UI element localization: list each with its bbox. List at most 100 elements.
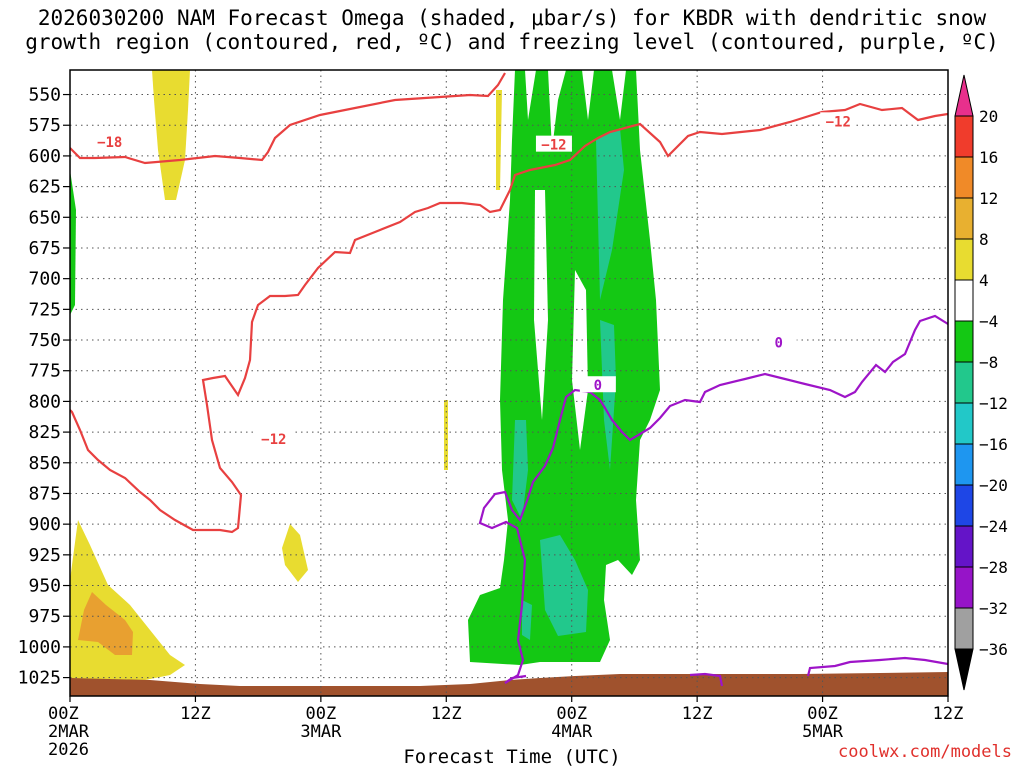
contour-label-bg: [91, 133, 128, 150]
y-tick-label: 625: [28, 177, 61, 198]
colorbar-label: 16: [979, 148, 998, 167]
omega-green-left-edge: [70, 170, 76, 315]
contour-label-bg: [579, 376, 616, 393]
x-tick-label: 12Z: [933, 704, 964, 724]
y-tick-label: 550: [28, 85, 61, 106]
x-tick-label: 12Z: [431, 704, 462, 724]
terrain-below-ground: [70, 672, 948, 696]
plot-frame: [69, 69, 949, 697]
x-tick-label: 00Z: [556, 704, 587, 724]
contour-freezing-level-0-lower: [689, 656, 948, 687]
colorbar-swatch: [954, 607, 974, 650]
x-tick-label: 5MAR: [802, 722, 844, 742]
title-line-1: 2026030200 NAM Forecast Omega (shaded, μ…: [37, 6, 987, 30]
omega-yellow-streak-12z: [444, 400, 448, 470]
colorbar-swatch: [954, 443, 974, 486]
contour-minus12-upper: [70, 102, 948, 534]
colorbar-swatch: [954, 156, 974, 199]
contour-minus18-line: [70, 72, 506, 165]
chart-title: 2026030200 NAM Forecast Omega (shaded, μ…: [0, 6, 1024, 54]
x-tick-label: 12Z: [180, 704, 211, 724]
x-tick-label: 00Z: [48, 704, 79, 724]
contour-label-bg: [760, 333, 797, 350]
x-tick-label: 3MAR: [300, 722, 342, 742]
y-tick-label: 575: [28, 115, 61, 136]
colorbar-swatch: [954, 484, 974, 527]
colorbar-swatch: [954, 238, 974, 281]
x-tick-label: 2MAR: [48, 722, 90, 742]
y-tick-label: 950: [28, 576, 61, 597]
colorbar-label: 20: [979, 107, 998, 126]
colorbar-label: −36: [979, 640, 1008, 659]
y-tick-label: 800: [28, 391, 61, 412]
colorbar-swatch: [954, 115, 974, 158]
colorbar-swatch: [954, 361, 974, 404]
omega-orange-region: [78, 592, 133, 655]
colorbar-swatch: [954, 525, 974, 568]
y-tick-label: 850: [28, 453, 61, 474]
y-tick-label: 825: [28, 422, 61, 443]
y-tick-label: 700: [28, 269, 61, 290]
contour-label: 0: [774, 335, 782, 351]
contour-label: −12: [826, 114, 851, 130]
omega-teal-core-4: [600, 320, 616, 470]
x-tick-label: 00Z: [305, 704, 336, 724]
omega-white-gap-2: [572, 270, 588, 450]
y-tick-label: 1025: [18, 668, 61, 689]
y-tick-label: 1000: [18, 637, 61, 658]
contours: [70, 72, 948, 687]
y-tick-label: 925: [28, 545, 61, 566]
colorbar-bottom-arrow: [954, 648, 974, 691]
contour-label: −12: [261, 432, 286, 448]
colorbar-label: −4: [979, 312, 998, 331]
contour-freezing-level-0: [478, 314, 948, 684]
colorbar-top-arrow: [954, 74, 974, 117]
x-axis-title: Forecast Time (UTC): [403, 746, 621, 768]
colorbar-label: −32: [979, 599, 1008, 618]
colorbar-label: 12: [979, 189, 998, 208]
contour-label: 0: [594, 378, 602, 394]
grid-lines: [70, 70, 948, 696]
contour-labels: −18 −12 −12 −12 0 0: [91, 112, 857, 448]
x-tick-label: 2026: [48, 740, 89, 760]
credit-link[interactable]: coolwx.com/models: [838, 742, 1012, 762]
colorbar-label: −20: [979, 476, 1008, 495]
omega-teal-core-3: [596, 128, 624, 300]
x-tick-label: 4MAR: [551, 722, 593, 742]
contour-label-bg: [255, 430, 292, 447]
x-tick-label: 00Z: [807, 704, 838, 724]
omega-yellow-region-lower-left: [70, 520, 185, 684]
colorbar-label: 4: [979, 271, 989, 290]
y-tick-label: 900: [28, 514, 61, 535]
colorbar-swatch: [954, 279, 974, 322]
y-tick-label: 650: [28, 207, 61, 228]
colorbar-swatch: [954, 197, 974, 240]
colorbar-legend: 20 16 12 8 4 −4 −8 −12 −16 −20 −24 −28 −32 −36: [954, 74, 1008, 691]
colorbar-label: −24: [979, 517, 1008, 536]
y-tick-label: 725: [28, 299, 61, 320]
y-axis: 550 575 600 625 650 675 700 725 750 775 800 825 850 8…: [18, 85, 70, 689]
y-tick-label: 775: [28, 361, 61, 382]
omega-yellow-streak-16z: [496, 90, 502, 190]
y-tick-label: 675: [28, 238, 61, 259]
colorbar-swatch: [954, 402, 974, 445]
contour-freezing-level-0-near-sfc: [504, 674, 527, 684]
y-tick-label: 750: [28, 330, 61, 351]
title-line-2: growth region (contoured, red, ºC) and f…: [25, 30, 999, 54]
omega-teal-core-2: [540, 535, 588, 636]
colorbar-label: −16: [979, 435, 1008, 454]
colorbar-label: −8: [979, 353, 998, 372]
y-tick-label: 600: [28, 146, 61, 167]
y-tick-label: 975: [28, 606, 61, 627]
plot-area: [70, 70, 948, 696]
omega-yellow-region-upper: [152, 70, 190, 200]
colorbar-swatch: [954, 320, 974, 363]
omega-teal-core-5: [522, 600, 532, 640]
colorbar-label: −12: [979, 394, 1008, 413]
y-tick-label: 875: [28, 483, 61, 504]
contour-label-bg: [820, 112, 857, 129]
omega-yellow-blob-3mar: [282, 524, 308, 582]
colorbar-label: 8: [979, 230, 989, 249]
